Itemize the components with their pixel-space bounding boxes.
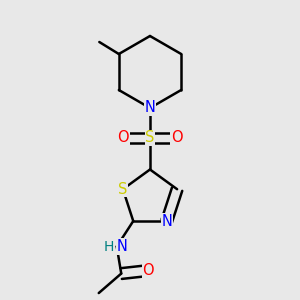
Text: H: H [104, 240, 114, 254]
Text: S: S [118, 182, 128, 197]
Text: S: S [145, 130, 155, 146]
Text: N: N [117, 239, 128, 254]
Text: O: O [142, 263, 154, 278]
Text: N: N [145, 100, 155, 116]
Text: O: O [117, 130, 129, 146]
Text: O: O [171, 130, 183, 146]
Text: N: N [161, 214, 172, 229]
